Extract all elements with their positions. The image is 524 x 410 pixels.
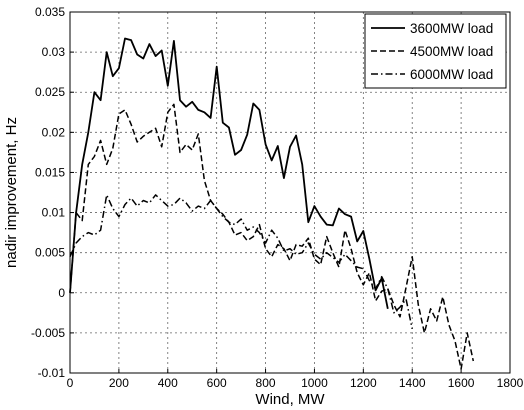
series-lines (69, 37, 475, 370)
x-tick-label: 1600 (448, 376, 475, 390)
legend: 3600MW load 4500MW load 6000MW load (364, 13, 507, 89)
y-tick-label: -0.01 (38, 366, 66, 380)
y-tick-label: 0.01 (42, 206, 66, 220)
x-tick-label: 600 (207, 376, 227, 390)
y-axis-label: nadir improvement, Hz (3, 117, 20, 268)
x-tick-label: 1800 (497, 376, 524, 390)
y-tick-label: 0.03 (42, 45, 66, 59)
x-tick-label: 800 (256, 376, 276, 390)
x-tick-label: 1000 (301, 376, 328, 390)
x-tick-label: 400 (158, 376, 178, 390)
y-tick-label: 0.005 (35, 246, 65, 260)
x-axis-label: Wind, MW (255, 391, 325, 408)
y-tick-label: -0.005 (31, 326, 65, 340)
legend-box (364, 13, 507, 89)
y-tick-label: 0.025 (35, 85, 65, 99)
x-tick-label: 1200 (350, 376, 377, 390)
legend-entry-4500mw: 4500MW load (410, 44, 493, 59)
x-tick-label: 1400 (399, 376, 426, 390)
x-tick-label: 0 (67, 376, 74, 390)
axis-ticks: 0 200 400 600 800 1000 1200 1400 1600 1800 -0.01 -0… (31, 5, 524, 390)
x-tick-label: 200 (109, 376, 129, 390)
series-line-1 (69, 103, 475, 370)
y-tick-label: 0 (58, 286, 65, 300)
series-line-0 (69, 37, 389, 309)
plot-frame (69, 11, 511, 374)
legend-entry-3600mw: 3600MW load (410, 21, 493, 36)
legend-entry-6000mw: 6000MW load (410, 67, 493, 82)
y-tick-label: 0.035 (35, 5, 65, 19)
y-tick-label: 0.02 (42, 125, 66, 139)
series-line-2 (69, 194, 413, 330)
y-tick-label: 0.015 (35, 165, 65, 179)
